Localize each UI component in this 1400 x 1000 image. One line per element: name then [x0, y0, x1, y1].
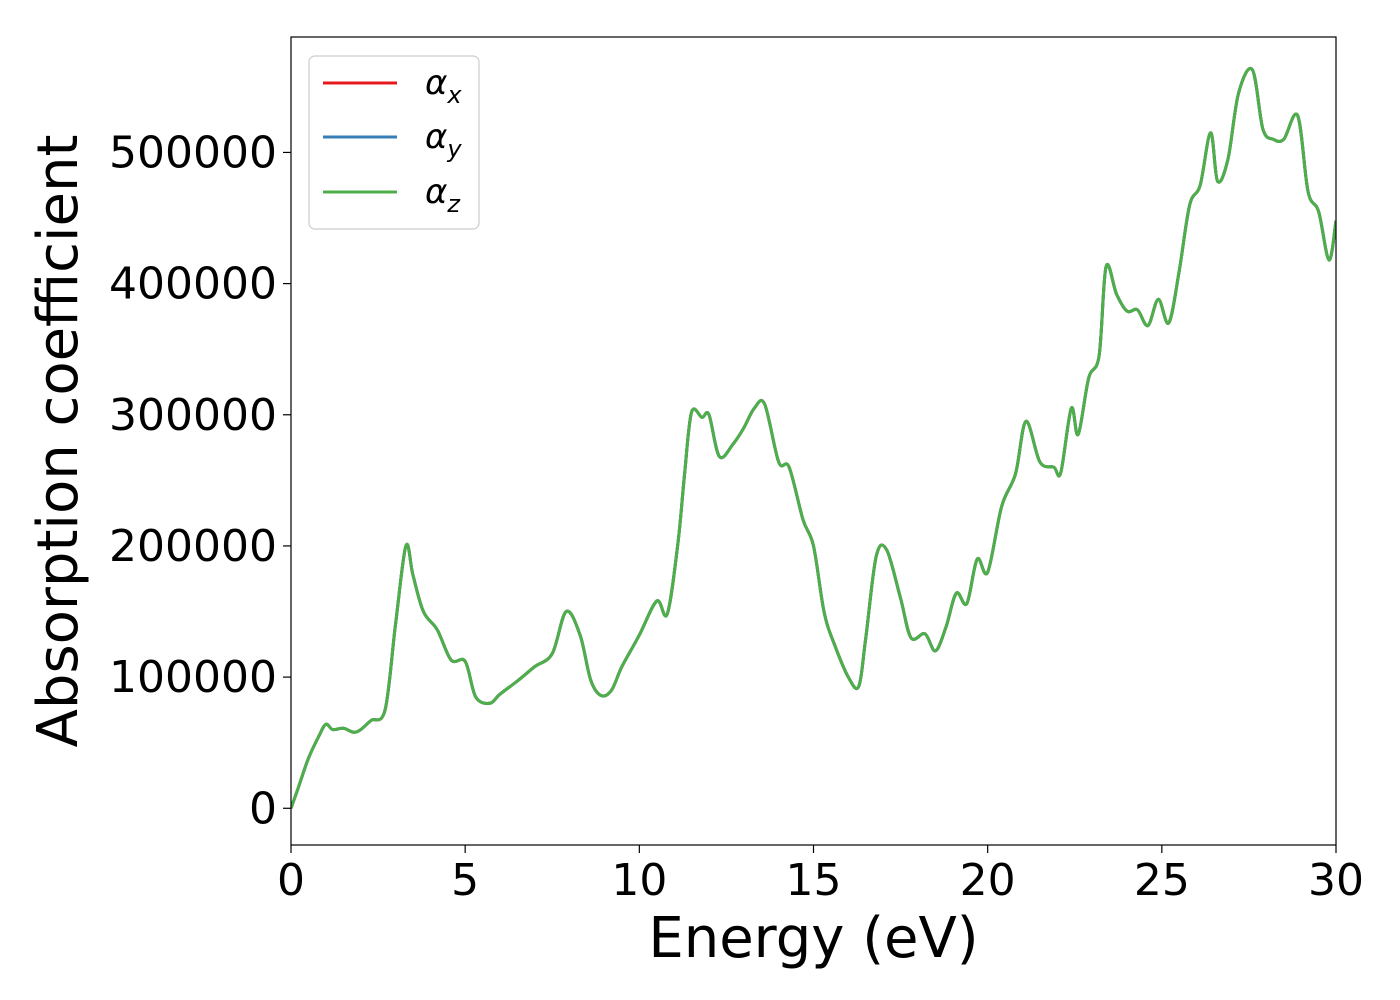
x-tick-label: 5 [451, 855, 479, 906]
x-tick-label: 30 [1308, 855, 1364, 906]
x-tick-label: 0 [277, 855, 305, 906]
y-tick-label: 300000 [109, 390, 277, 441]
legend-label: αy [425, 117, 462, 163]
legend-label: αx [425, 63, 462, 109]
y-tick-label: 0 [249, 783, 277, 834]
x-axis-label: Energy (eV) [648, 906, 978, 971]
legend-box [308, 55, 480, 230]
y-tick-label: 100000 [109, 652, 277, 703]
legend: αx αy αz [308, 55, 480, 230]
y-tick-label: 200000 [109, 521, 277, 572]
plot-frame [290, 36, 1337, 846]
series-line-alpha-z [291, 67, 1336, 809]
y-tick-label: 400000 [109, 259, 277, 310]
legend-label: αz [425, 172, 461, 218]
x-tick-label: 25 [1134, 855, 1190, 906]
x-tick-label: 20 [960, 855, 1016, 906]
x-tick-label: 15 [786, 855, 842, 906]
x-tick-label: 10 [611, 855, 667, 906]
y-axis: 0 100000 200000 300000 400000 500000 [109, 127, 291, 834]
plot-area [291, 67, 1336, 809]
y-tick-label: 500000 [109, 127, 277, 178]
x-axis: 0 5 10 15 20 25 30 [277, 845, 1364, 906]
y-axis-label: Absorption coefficient [26, 135, 91, 748]
